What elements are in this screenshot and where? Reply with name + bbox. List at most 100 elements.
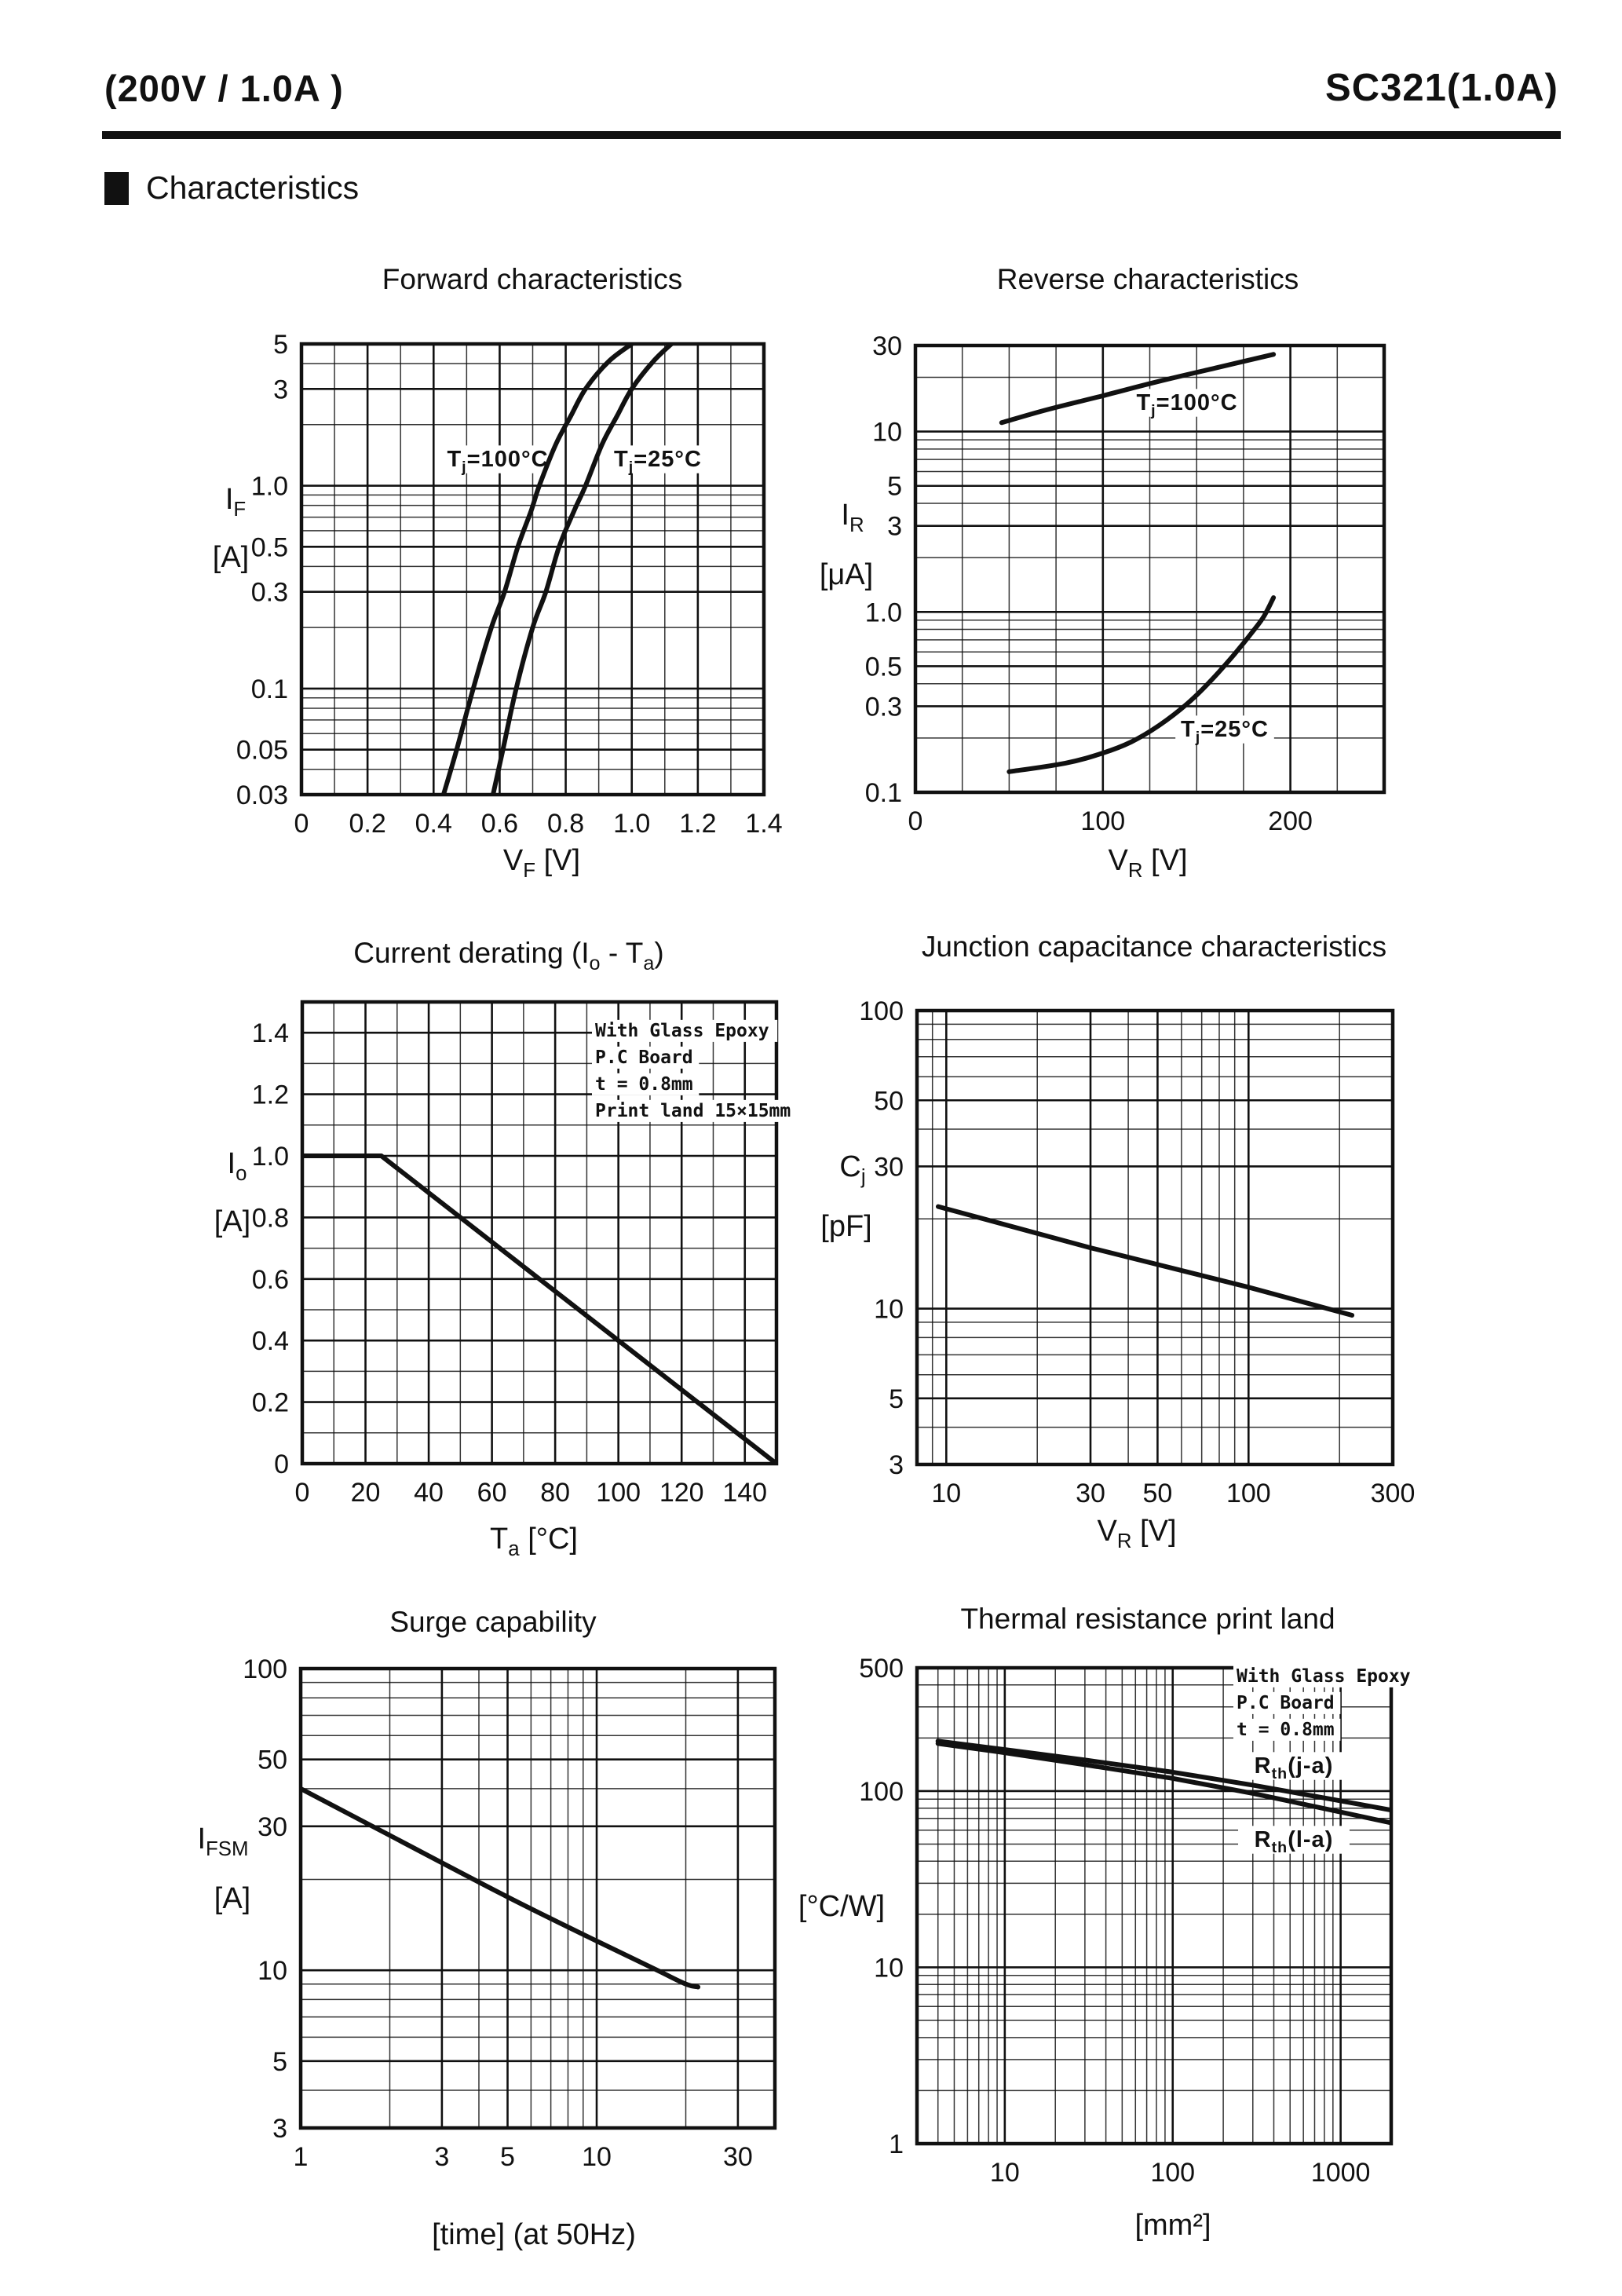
label-clearing (592, 1099, 800, 1122)
plot-border (300, 1000, 779, 1466)
y-axis-title: [A] (214, 1205, 250, 1238)
x-tick-label: 0.2 (349, 809, 386, 839)
gridlines (300, 342, 765, 796)
y-axis-title: Io (228, 1147, 247, 1185)
chart-title: Current derating (Io - Ta) (353, 937, 663, 974)
y-tick-label: 10 (874, 1953, 904, 1983)
x-tick-labels: 0 100 200 (908, 806, 1313, 836)
series-group (935, 1738, 1392, 1826)
y-tick-label: 3 (273, 375, 288, 404)
x-tick-label: 100 (1226, 1479, 1271, 1508)
series-group (300, 1786, 701, 1990)
x-axis-title: VR [V] (1108, 844, 1187, 882)
chart-title: Forward characteristics (382, 263, 682, 295)
x-tick-label: 30 (723, 2142, 753, 2172)
y-axis-title: IF (225, 483, 246, 521)
y-axis-title: [A] (214, 1882, 250, 1915)
annotation-rth-j-a: Rth(j-a) (1238, 1752, 1350, 1782)
y-axis-title: [μA] (820, 558, 873, 591)
y-tick-label: 0.8 (252, 1203, 289, 1233)
x-tick-label: 0 (295, 1478, 310, 1508)
gridlines (299, 1667, 776, 2130)
chart-title: Junction capacitance characteristics (922, 930, 1386, 963)
x-tick-labels: 10 30 50 100 300 (931, 1479, 1415, 1508)
gridlines (916, 1009, 1394, 1466)
y-tick-label: 5 (887, 472, 902, 502)
y-tick-label: 1 (889, 2130, 904, 2159)
note-line: Print land 15×15mm (595, 1101, 791, 1121)
y-tick-label: 30 (258, 1812, 287, 1842)
y-tick-label: 0.2 (252, 1388, 289, 1418)
x-tick-label: 1 (294, 2142, 309, 2172)
annotation-tj-25-c: Tj=25°C (608, 445, 707, 476)
x-tick-label: 0 (294, 809, 309, 839)
chart-current-derating: With Glass Epoxy P.C Board t = 0.8mm Print … (214, 937, 800, 1560)
plot-border (298, 1666, 777, 2130)
y-tick-label: 50 (258, 1746, 287, 1775)
y-tick-label: 1.4 (252, 1018, 289, 1048)
x-tick-label: 300 (1371, 1479, 1416, 1508)
note-line: t = 0.8mm (595, 1074, 693, 1095)
series-group (301, 1153, 777, 1464)
x-tick-label: 0.4 (415, 809, 452, 839)
y-tick-label: 0.4 (252, 1326, 289, 1356)
y-axis-title: [°C/W] (798, 1890, 885, 1923)
x-tick-label: 120 (659, 1478, 704, 1508)
x-tick-label: 3 (434, 2142, 449, 2172)
curve-cj (936, 1204, 1355, 1318)
y-tick-labels: 5 3 1.0 0.5 0.3 0.1 0.05 0.03 (236, 330, 288, 810)
y-tick-label: 3 (887, 512, 902, 542)
x-tick-label: 0.6 (481, 809, 518, 839)
note-line: P.C Board (595, 1047, 693, 1068)
x-tick-label: 10 (582, 2142, 612, 2172)
annotation-text: Tj=25°C (614, 447, 702, 476)
curve-tj-25c (1006, 595, 1277, 774)
x-tick-labels: 1 3 5 10 30 (294, 2142, 753, 2172)
y-tick-labels: 1.4 1.2 1.0 0.8 0.6 0.4 0.2 0 (252, 1018, 289, 1479)
y-tick-label: 0.3 (865, 692, 902, 722)
chart-forward-characteristics: Tj=100°C Tj=25°C 0 0.2 0.4 0.6 0.8 1.0 1.2 1.4 5 3 1… (213, 263, 783, 882)
x-axis-title: VF [V] (503, 844, 580, 882)
y-tick-label: 0.03 (236, 781, 288, 810)
x-tick-label: 140 (722, 1478, 767, 1508)
label-clearing (442, 445, 553, 473)
y-tick-label: 5 (273, 330, 288, 360)
x-axis-title: [time] (at 50Hz) (432, 2218, 636, 2251)
label-clearing (1233, 1718, 1341, 1741)
annotation-text: Tj=25°C (1181, 717, 1269, 746)
note-line: With Glass Epoxy (1237, 1666, 1411, 1687)
y-tick-label: 5 (889, 1384, 904, 1414)
y-tick-label: 10 (258, 1956, 287, 1986)
x-tick-labels: 10 100 1000 (990, 2158, 1371, 2188)
x-tick-label: 5 (500, 2142, 515, 2172)
y-tick-label: 30 (874, 1152, 904, 1182)
series-group (936, 1204, 1355, 1318)
chart-junction-capacitance: 10 30 50 100 300 100 50 30 10 5 3 VR [V] Cj [pF] Junct… (820, 930, 1415, 1552)
annotation-text: Tj=100°C (1136, 390, 1237, 419)
curve-tj-100c (440, 343, 634, 795)
label-clearing (592, 1046, 700, 1069)
plot-border (299, 342, 766, 797)
y-tick-label: 3 (889, 1450, 904, 1480)
note-block: With Glass Epoxy P.C Board t = 0.8mm Print … (592, 1019, 800, 1122)
label-clearing (1131, 389, 1243, 417)
curve-tj-25c (491, 343, 674, 795)
y-tick-label: 0.1 (251, 675, 288, 704)
label-clearing (1233, 1691, 1341, 1714)
curve-rth-j-a (935, 1738, 1392, 1813)
x-tick-label: 10 (990, 2158, 1020, 2188)
y-tick-label: 10 (874, 1295, 904, 1325)
label-clearing (608, 445, 707, 473)
y-axis-title: [pF] (820, 1210, 871, 1243)
x-tick-label: 0 (908, 806, 923, 836)
y-axis-title: Cj (839, 1150, 865, 1188)
y-tick-label: 0.6 (252, 1265, 289, 1295)
x-tick-label: 20 (351, 1478, 381, 1508)
y-tick-label: 30 (872, 331, 902, 361)
x-tick-label: 100 (1150, 2158, 1195, 2188)
curve-tj-100c (999, 352, 1277, 426)
annotation-text: Rth(l-a) (1255, 1827, 1334, 1856)
x-tick-labels: 0 0.2 0.4 0.6 0.8 1.0 1.2 1.4 (294, 809, 783, 839)
y-tick-labels: 30 10 5 3 1.0 0.5 0.3 0.1 (865, 331, 902, 808)
